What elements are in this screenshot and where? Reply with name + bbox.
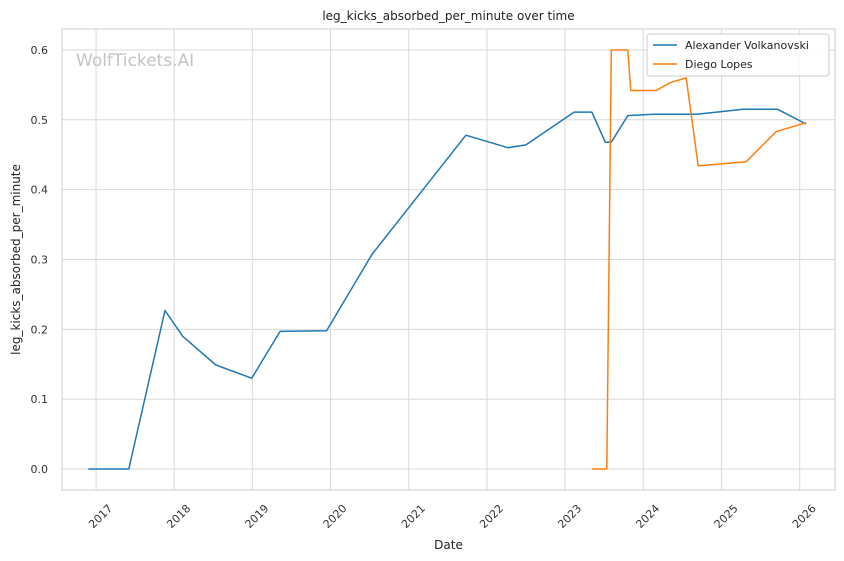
x-tick-label: 2024 bbox=[633, 502, 662, 531]
x-tick-label: 2017 bbox=[86, 502, 115, 531]
x-tick-label: 2018 bbox=[164, 502, 193, 531]
y-tick-label: 0.1 bbox=[31, 393, 49, 406]
gridlines bbox=[62, 29, 835, 490]
legend-label: Diego Lopes bbox=[685, 58, 753, 71]
y-tick-label: 0.6 bbox=[31, 44, 49, 57]
watermark: WolfTickets.AI bbox=[76, 51, 194, 71]
chart-title: leg_kicks_absorbed_per_minute over time bbox=[322, 9, 574, 23]
x-tick-label: 2025 bbox=[712, 502, 741, 531]
series-line-2 bbox=[591, 49, 807, 470]
y-tick-label: 0.2 bbox=[31, 323, 49, 336]
x-tick-label: 2019 bbox=[243, 502, 272, 531]
y-axis-label: leg_kicks_absorbed_per_minute bbox=[9, 164, 23, 355]
x-axis-ticks: 2017 2018 2019 2020 2021 2022 2023 2024 2025 2026 bbox=[86, 502, 819, 531]
plot-frame bbox=[61, 28, 836, 491]
legend: Alexander Volkanovski Diego Lopes bbox=[646, 33, 830, 77]
x-tick-label: 2026 bbox=[790, 502, 819, 531]
y-tick-label: 0.0 bbox=[31, 463, 49, 476]
x-tick-label: 2022 bbox=[477, 502, 506, 531]
y-tick-label: 0.5 bbox=[31, 114, 49, 127]
y-tick-label: 0.4 bbox=[31, 184, 49, 197]
y-tick-label: 0.3 bbox=[31, 254, 49, 267]
x-tick-label: 2023 bbox=[555, 502, 584, 531]
x-tick-label: 2021 bbox=[399, 502, 428, 531]
legend-label: Alexander Volkanovski bbox=[685, 39, 809, 52]
y-axis-ticks: 0.0 0.1 0.2 0.3 0.4 0.5 0.6 bbox=[31, 44, 49, 476]
series-line-1 bbox=[88, 108, 807, 470]
legend-box bbox=[646, 33, 830, 77]
x-tick-label: 2020 bbox=[321, 502, 350, 531]
x-axis-label: Date bbox=[434, 538, 463, 552]
series-layer bbox=[88, 49, 807, 470]
